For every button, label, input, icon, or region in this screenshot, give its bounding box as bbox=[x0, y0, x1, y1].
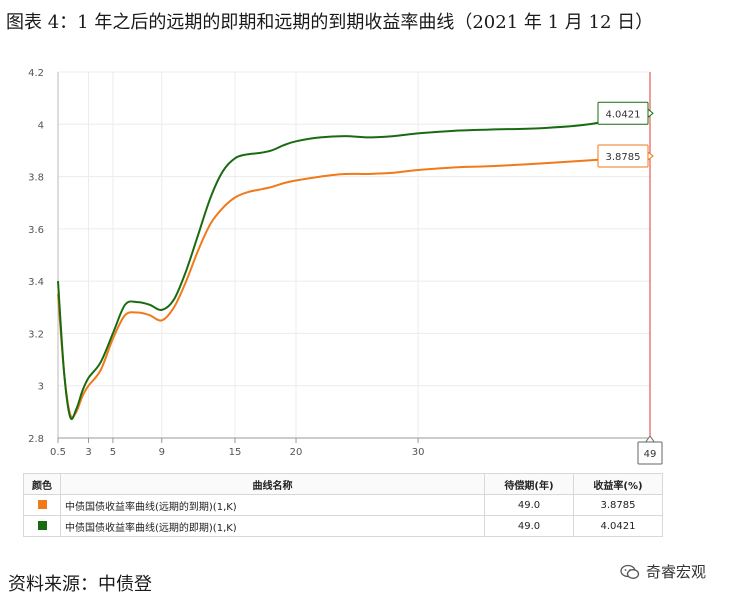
header-yield: 收益率(%) bbox=[573, 473, 663, 495]
y-tick-label: 3 bbox=[38, 382, 44, 393]
yield-cell: 3.8785 bbox=[573, 494, 663, 516]
header-curve-name: 曲线名称 bbox=[60, 473, 485, 495]
curve-name-cell: 中债国债收益率曲线(远期的即期)(1,K) bbox=[60, 515, 485, 537]
header-color: 颜色 bbox=[23, 473, 61, 495]
table-row[interactable]: 中债国债收益率曲线(远期的到期)(1,K) 49.0 3.8785 bbox=[23, 494, 663, 516]
term-cell: 49.0 bbox=[484, 515, 574, 537]
y-tick-label: 4 bbox=[38, 120, 44, 131]
yield-curve-chart[interactable]: 2.8 3 3.2 3.4 3.6 3.8 4 4.2 0.5 3 5 9 15 20 30 3.8785 4.… bbox=[0, 50, 742, 470]
brand: 奇睿宏观 bbox=[620, 561, 706, 582]
x-tick-label: 30 bbox=[412, 447, 425, 458]
value-tooltip-label: 3.8785 bbox=[606, 152, 641, 163]
y-tick-label: 3.6 bbox=[28, 225, 44, 236]
source-note: 资料来源：中债登 bbox=[8, 574, 152, 595]
x-tick-label: 15 bbox=[229, 447, 242, 458]
color-swatch bbox=[37, 521, 47, 530]
x-tick-label: 9 bbox=[159, 447, 165, 458]
value-tooltip-label: 4.0421 bbox=[606, 109, 641, 120]
brand-name: 奇睿宏观 bbox=[646, 563, 707, 581]
x-tick-label: 0.5 bbox=[50, 447, 66, 458]
y-tick-label: 2.8 bbox=[28, 434, 44, 445]
x-tick-label: 3 bbox=[85, 447, 91, 458]
curve-table: 颜色 曲线名称 待偿期(年) 收益率(%) 中债国债收益率曲线(远期的到期)(1… bbox=[23, 473, 663, 537]
y-tick-label: 3.4 bbox=[28, 277, 44, 288]
yield-cell: 4.0421 bbox=[573, 515, 663, 537]
curve-name-cell: 中债国债收益率曲线(远期的到期)(1,K) bbox=[60, 494, 485, 516]
x-tick-label: 20 bbox=[290, 447, 303, 458]
cursor-label: 49 bbox=[644, 449, 657, 460]
chart-title: 图表 4：1 年之后的远期的即期和远期的到期收益率曲线（2021 年 1 月 1… bbox=[6, 12, 654, 33]
color-swatch bbox=[37, 500, 47, 509]
value-tooltip-pointer bbox=[647, 151, 654, 162]
cursor-label-box bbox=[637, 441, 663, 465]
header-term: 待偿期(年) bbox=[484, 473, 574, 495]
table-row[interactable]: 中债国债收益率曲线(远期的即期)(1,K) 49.0 4.0421 bbox=[23, 515, 663, 537]
y-tick-label: 3.8 bbox=[28, 173, 44, 184]
chart-svg[interactable]: 2.8 3 3.2 3.4 3.6 3.8 4 4.2 0.5 3 5 9 15 20 30 3.8785 4.… bbox=[0, 50, 742, 470]
x-tick-label: 5 bbox=[110, 447, 116, 458]
table-header-row: 颜色 曲线名称 待偿期(年) 收益率(%) bbox=[23, 473, 663, 495]
wechat-icon bbox=[620, 564, 640, 579]
y-tick-label: 3.2 bbox=[28, 329, 44, 340]
color-cell bbox=[23, 494, 61, 516]
value-tooltip-pointer bbox=[647, 108, 654, 119]
y-tick-label: 4.2 bbox=[28, 68, 44, 79]
term-cell: 49.0 bbox=[484, 494, 574, 516]
series-line-0 bbox=[57, 155, 651, 419]
series-line-1 bbox=[57, 112, 651, 421]
color-cell bbox=[23, 515, 61, 537]
